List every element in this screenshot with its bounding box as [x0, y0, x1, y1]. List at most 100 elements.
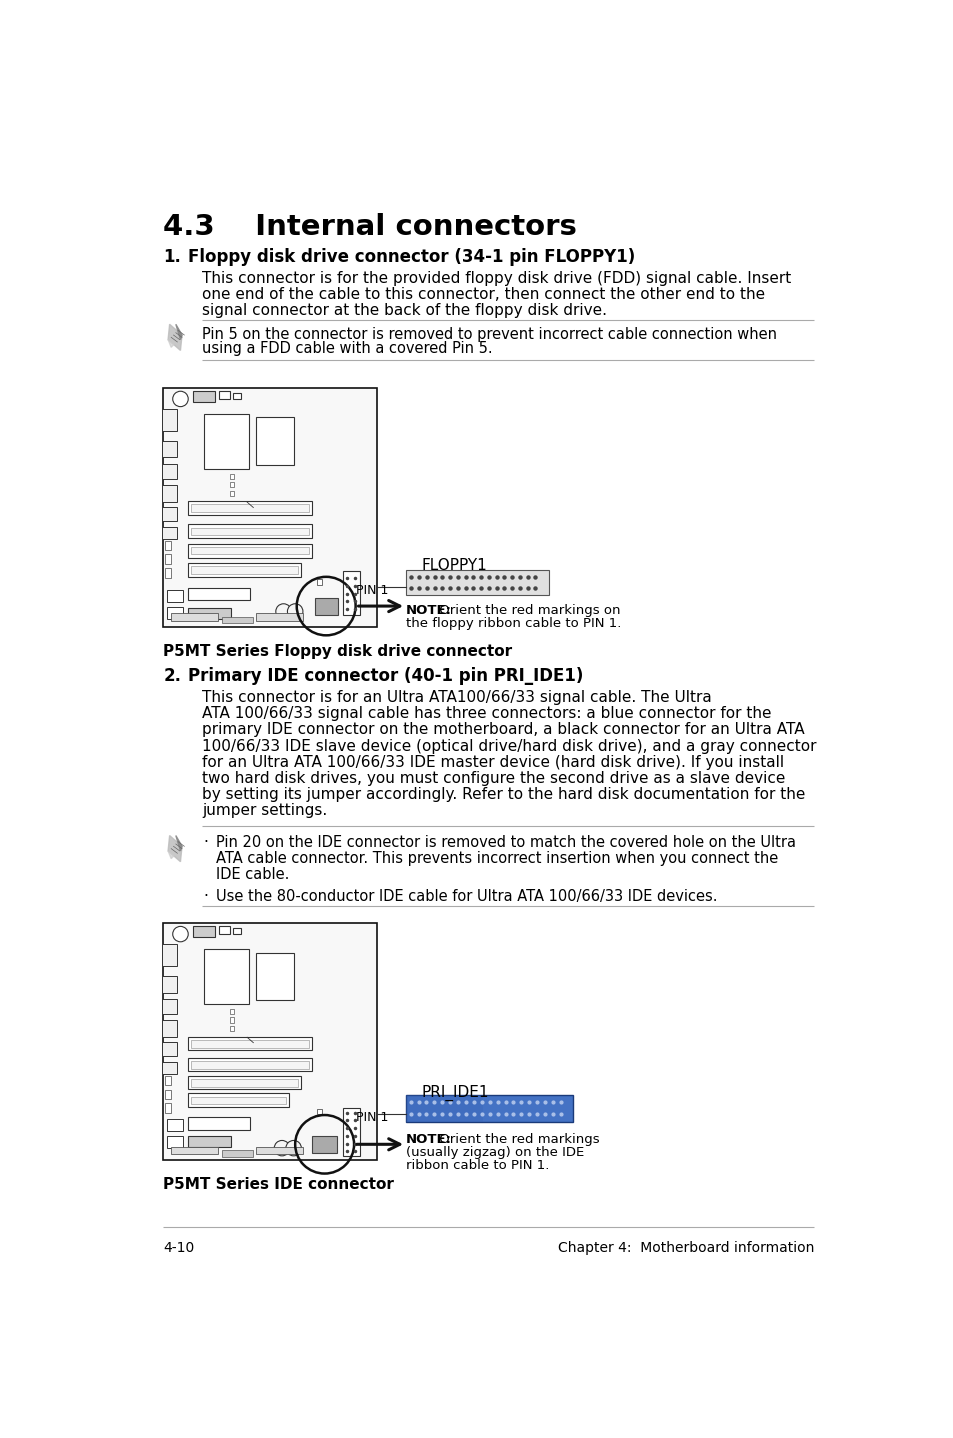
Bar — [188, 1117, 250, 1130]
Bar — [162, 975, 177, 992]
Bar — [165, 541, 171, 549]
Bar — [192, 505, 309, 512]
Bar — [162, 1021, 177, 1037]
Text: PIN 1: PIN 1 — [355, 584, 388, 597]
Bar — [165, 568, 171, 578]
Circle shape — [172, 926, 188, 942]
Bar — [204, 414, 249, 469]
Bar — [233, 393, 241, 398]
Text: 4-10: 4-10 — [163, 1241, 194, 1255]
Bar — [162, 526, 177, 539]
Text: two hard disk drives, you must configure the second drive as a slave device: two hard disk drives, you must configure… — [202, 771, 784, 785]
Bar — [165, 1103, 171, 1113]
Bar — [162, 440, 177, 457]
Text: Orient the red markings: Orient the red markings — [435, 1133, 599, 1146]
Polygon shape — [175, 324, 182, 339]
Text: P5MT Series IDE connector: P5MT Series IDE connector — [163, 1178, 394, 1192]
Bar — [162, 463, 177, 479]
Text: This connector is for the provided floppy disk drive (FDD) signal cable. Insert: This connector is for the provided flopp… — [202, 272, 791, 286]
Bar — [192, 567, 297, 574]
Text: for an Ultra ATA 100/66/33 IDE master device (hard disk drive). If you install: for an Ultra ATA 100/66/33 IDE master de… — [202, 755, 783, 769]
Bar — [162, 999, 177, 1014]
Text: using a FDD cable with a covered Pin 5.: using a FDD cable with a covered Pin 5. — [202, 341, 493, 357]
Text: 4.3    Internal connectors: 4.3 Internal connectors — [163, 213, 577, 242]
Bar — [193, 926, 214, 938]
Bar — [316, 580, 322, 584]
Text: PRI_IDE1: PRI_IDE1 — [421, 1086, 489, 1102]
Bar — [230, 1009, 233, 1014]
Bar — [188, 1037, 312, 1050]
Bar — [188, 502, 312, 515]
Text: primary IDE connector on the motherboard, a black connector for an Ultra ATA: primary IDE connector on the motherboard… — [202, 722, 804, 738]
Text: Pin 5 on the connector is removed to prevent incorrect cable connection when: Pin 5 on the connector is removed to pre… — [202, 328, 777, 342]
Text: ribbon cable to PIN 1.: ribbon cable to PIN 1. — [406, 1159, 549, 1172]
Bar — [192, 1061, 309, 1068]
Bar — [188, 588, 250, 600]
Circle shape — [287, 604, 303, 620]
Bar — [162, 1061, 177, 1074]
Text: PIN 1: PIN 1 — [355, 1112, 388, 1125]
Bar — [188, 525, 312, 538]
Bar — [188, 1076, 300, 1089]
Bar — [188, 1136, 231, 1146]
Bar — [316, 1109, 322, 1114]
Text: Chapter 4:  Motherboard information: Chapter 4: Motherboard information — [558, 1241, 814, 1255]
Bar — [188, 562, 300, 577]
Bar — [406, 1094, 572, 1122]
Bar — [162, 945, 177, 966]
Polygon shape — [168, 324, 182, 351]
Bar — [193, 391, 214, 403]
Text: ATA 100/66/33 signal cable has three connectors: a blue connector for the: ATA 100/66/33 signal cable has three con… — [202, 706, 771, 722]
Bar — [406, 1094, 483, 1122]
Text: ·: · — [204, 890, 209, 905]
Bar — [204, 949, 249, 1004]
Polygon shape — [168, 339, 174, 348]
Bar — [165, 1090, 171, 1099]
Text: 1.: 1. — [163, 247, 181, 266]
Bar — [256, 613, 303, 621]
Bar — [219, 926, 230, 935]
Text: P5MT Series Floppy disk drive connector: P5MT Series Floppy disk drive connector — [163, 644, 512, 659]
Bar — [256, 1146, 303, 1155]
Bar — [192, 1078, 297, 1087]
Bar — [343, 571, 360, 615]
Bar — [233, 928, 241, 935]
Text: Primary IDE connector (40-1 pin PRI_IDE1): Primary IDE connector (40-1 pin PRI_IDE1… — [188, 667, 583, 684]
Text: jumper settings.: jumper settings. — [202, 804, 327, 818]
Bar — [163, 923, 376, 1160]
Bar — [162, 1043, 177, 1055]
Polygon shape — [168, 835, 182, 861]
Bar — [192, 546, 309, 555]
Bar — [230, 1025, 233, 1031]
Text: ATA cable connector. This prevents incorrect insertion when you connect the: ATA cable connector. This prevents incor… — [216, 851, 778, 866]
Bar — [230, 482, 233, 487]
Bar — [167, 590, 183, 603]
Text: NOTE:: NOTE: — [406, 1133, 452, 1146]
Bar — [165, 1076, 171, 1086]
Bar — [192, 1040, 309, 1048]
Polygon shape — [168, 851, 174, 858]
Bar — [162, 506, 177, 521]
Bar — [171, 1146, 217, 1155]
Bar — [192, 1097, 286, 1104]
Text: IDE cable.: IDE cable. — [216, 867, 289, 881]
Bar — [167, 1136, 183, 1148]
Bar — [221, 1150, 253, 1156]
Text: Orient the red markings on: Orient the red markings on — [435, 604, 620, 617]
Bar — [343, 1109, 360, 1156]
Bar — [256, 952, 294, 1001]
Text: by setting its jumper accordingly. Refer to the hard disk documentation for the: by setting its jumper accordingly. Refer… — [202, 787, 804, 802]
Bar — [188, 1093, 289, 1107]
Bar — [167, 1119, 183, 1132]
Text: the floppy ribbon cable to PIN 1.: the floppy ribbon cable to PIN 1. — [406, 617, 620, 630]
Bar — [230, 1017, 233, 1022]
Bar — [406, 569, 549, 594]
Circle shape — [274, 1140, 290, 1156]
Text: 100/66/33 IDE slave device (optical drive/hard disk drive), and a gray connector: 100/66/33 IDE slave device (optical driv… — [202, 739, 816, 754]
Circle shape — [286, 1140, 301, 1156]
Bar — [230, 473, 233, 479]
Text: NOTE:: NOTE: — [406, 604, 452, 617]
Text: This connector is for an Ultra ATA100/66/33 signal cable. The Ultra: This connector is for an Ultra ATA100/66… — [202, 690, 711, 705]
Circle shape — [172, 391, 188, 407]
Bar — [219, 391, 230, 398]
